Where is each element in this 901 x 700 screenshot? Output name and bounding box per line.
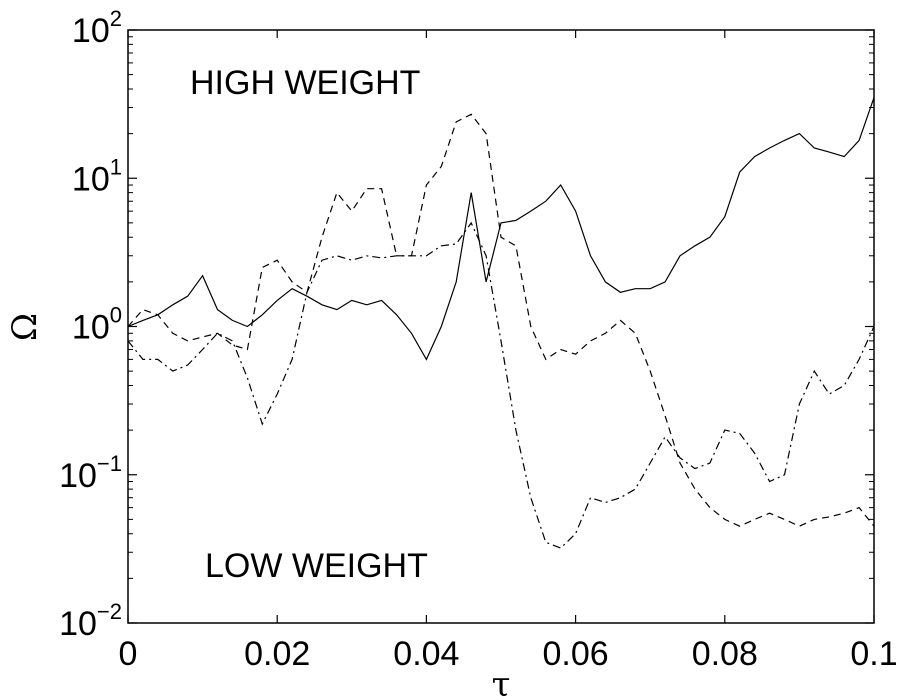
x-tick-label: 0: [119, 635, 138, 673]
x-tick-label: 0.08: [692, 635, 758, 673]
y-tick-labels: 10−2 10−1 100 101 102: [59, 6, 122, 643]
annotation-high-weight: HIGH WEIGHT: [190, 64, 420, 102]
series-line-solid: [127, 97, 875, 361]
series-lines: [127, 97, 875, 549]
x-tick-label: 0.04: [393, 635, 459, 673]
series-line-dashed: [127, 113, 875, 527]
y-tick-label: 10−2: [59, 599, 122, 643]
y-tick-label: 10−1: [59, 451, 122, 495]
x-tick-label: 0.1: [850, 635, 897, 673]
y-axis-label: Ω: [5, 313, 45, 341]
x-tick-label: 0.02: [244, 635, 310, 673]
series-line-dashdot: [127, 221, 875, 549]
y-tick-label: 100: [72, 303, 122, 347]
x-tick-labels: 0 0.02 0.04 0.06 0.08 0.1: [119, 635, 898, 673]
plot-frame: [127, 29, 875, 624]
axis-ticks: [127, 29, 875, 624]
annotation-low-weight: LOW WEIGHT: [205, 547, 428, 585]
x-tick-label: 0.06: [543, 635, 609, 673]
y-tick-label: 102: [72, 6, 122, 50]
x-axis-label: τ: [492, 665, 511, 700]
y-tick-label: 101: [72, 154, 122, 198]
